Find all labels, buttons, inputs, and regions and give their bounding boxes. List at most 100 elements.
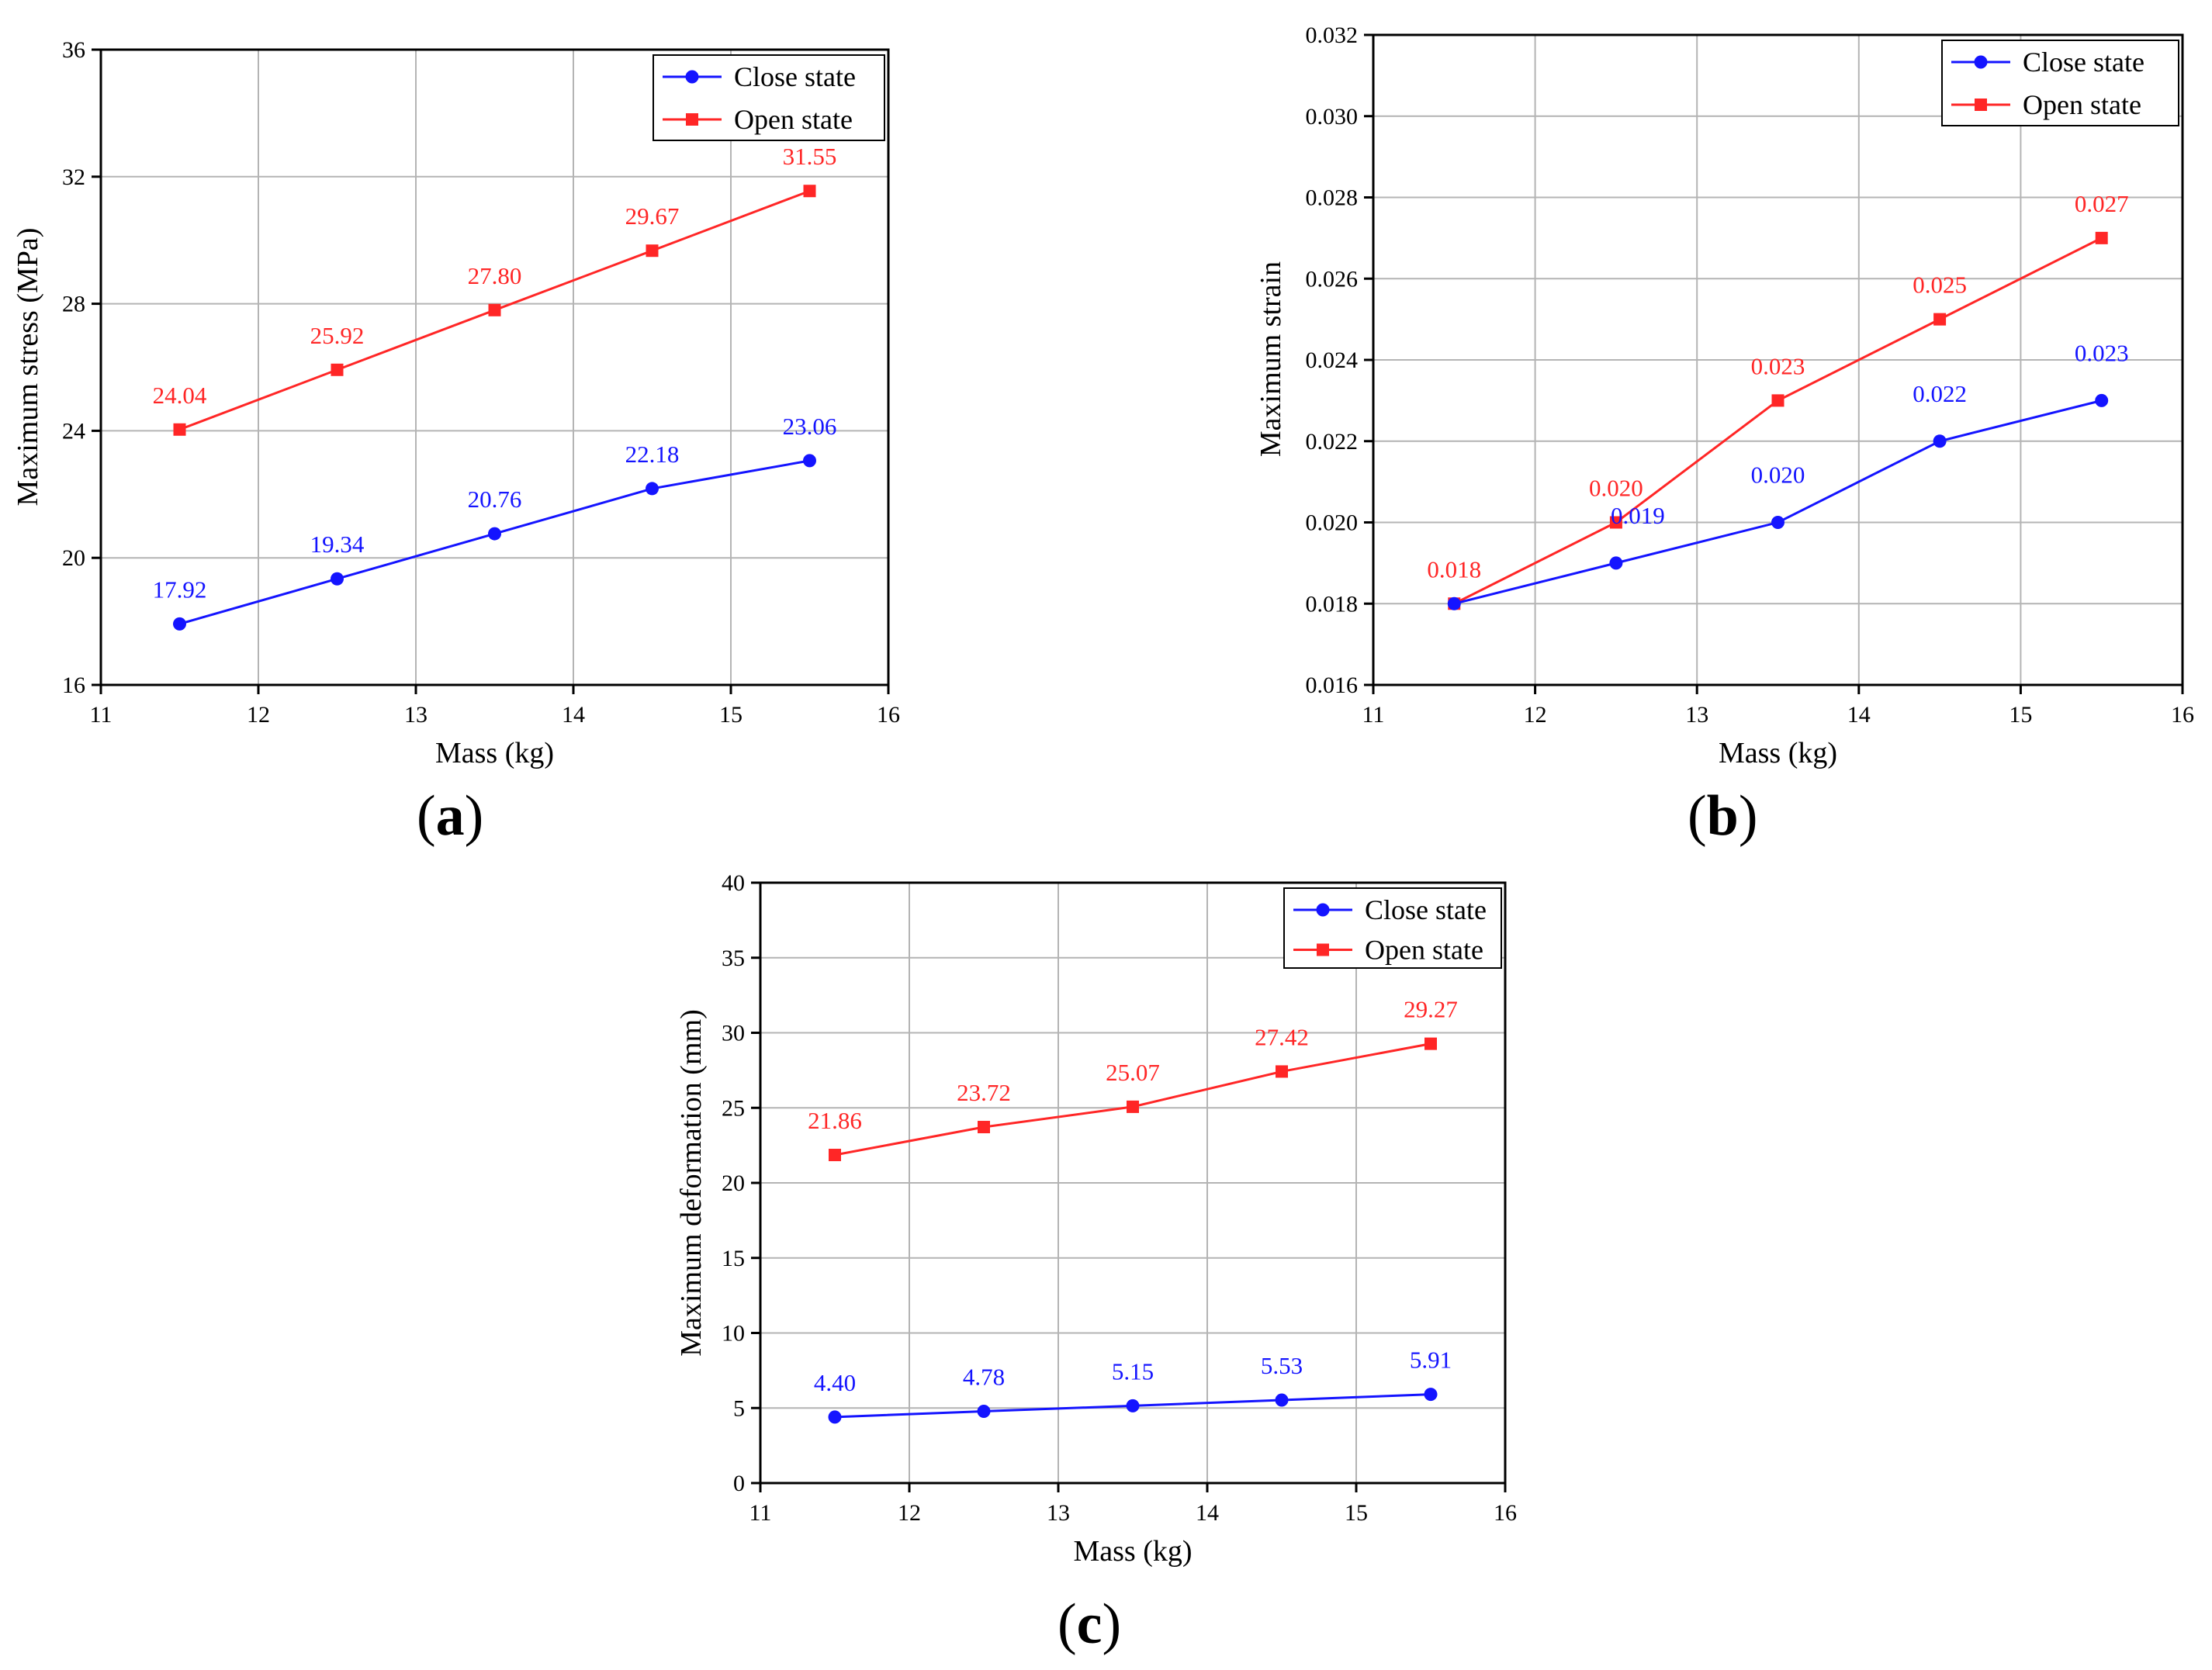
y-tick-label: 16 <box>62 672 85 698</box>
x-tick-label: 12 <box>898 1500 921 1526</box>
x-tick-label: 13 <box>1047 1500 1070 1526</box>
data-label-open: 0.018 <box>1427 555 1481 583</box>
data-point-close <box>977 1405 991 1419</box>
legend-label-close: Close state <box>1365 894 1487 925</box>
x-tick-label: 11 <box>1362 702 1385 728</box>
chart-panel-c: 11 12 13 14 15 16 0 5 10 15 20 25 30 35 40 Mass (kg) Max… <box>675 870 1517 1568</box>
y-tick-label: 35 <box>722 946 745 971</box>
x-tick-label: 11 <box>749 1500 772 1526</box>
legend-label-close: Close state <box>734 61 856 92</box>
x-tick-label: 13 <box>1685 702 1708 728</box>
data-point-open <box>331 363 344 376</box>
panel-label-b-letter: b <box>1706 784 1739 848</box>
series-close: 4.40 4.78 5.15 5.53 5.91 <box>814 1347 1452 1424</box>
data-label-close: 5.53 <box>1261 1352 1303 1379</box>
data-label-open: 25.92 <box>310 322 365 349</box>
legend-marker-close <box>1974 55 1988 69</box>
data-label-open: 29.67 <box>625 202 680 230</box>
y-tick-label: 20 <box>62 545 85 571</box>
data-point-open <box>646 244 659 258</box>
y-tick-label: 0.016 <box>1306 672 1359 698</box>
series-line-open <box>1453 237 2103 605</box>
data-label-open: 27.42 <box>1255 1023 1309 1050</box>
y-tick-label: 0.030 <box>1306 104 1359 130</box>
grid-lines <box>1373 35 2183 685</box>
x-tick-label: 16 <box>1494 1500 1517 1526</box>
data-label-close: 19.34 <box>310 531 365 558</box>
y-tick-label: 0.026 <box>1306 266 1359 292</box>
data-point-close <box>1424 1388 1438 1402</box>
y-tick-label: 25 <box>722 1095 745 1121</box>
panel-label-c: (c) <box>1058 1592 1122 1656</box>
data-label-close: 4.40 <box>814 1369 856 1396</box>
data-point-close <box>1275 1393 1289 1407</box>
series-open: 21.86 23.72 25.07 27.42 29.27 <box>808 996 1458 1162</box>
data-label-open: 31.55 <box>783 143 837 170</box>
data-label-close: 17.92 <box>153 576 207 603</box>
data-point-open <box>488 303 501 316</box>
panel-label-b: (b) <box>1688 784 1758 848</box>
x-tick-label: 16 <box>2171 702 2194 728</box>
data-label-open: 27.80 <box>468 262 522 289</box>
y-axis-label: Maximum strain <box>1255 261 1287 457</box>
y-tick-label: 40 <box>722 870 745 896</box>
data-point-close <box>1126 1399 1140 1412</box>
legend-label-close: Close state <box>2023 47 2144 78</box>
data-label-close: 22.18 <box>625 441 680 468</box>
legend-box <box>1941 40 2179 126</box>
data-label-open: 23.72 <box>957 1079 1011 1106</box>
data-label-close: 5.15 <box>1112 1357 1154 1385</box>
data-label-open: 24.04 <box>153 382 207 409</box>
x-tick-label: 15 <box>1345 1500 1368 1526</box>
data-label-open: 0.023 <box>1751 352 1805 379</box>
data-point-open <box>1276 1065 1288 1078</box>
data-point-close <box>828 1410 842 1424</box>
legend: Close state Open state <box>1283 887 1502 969</box>
y-axis-label: Maximum stress (MPa) <box>12 228 44 507</box>
data-label-close: 0.019 <box>1611 502 1665 529</box>
legend-marker-open <box>1317 943 1329 956</box>
y-tick-label: 15 <box>722 1246 745 1271</box>
chart-panel-b: 11 12 13 14 15 16 0.016 0.018 0.020 0.022 0.024 0.0… <box>1255 22 2194 769</box>
data-label-open: 0.025 <box>1913 271 1967 299</box>
panel-label-a: (a) <box>417 784 484 848</box>
data-label-close: 20.76 <box>468 486 522 513</box>
y-tick-label: 30 <box>722 1021 745 1046</box>
data-point-open <box>2095 231 2108 244</box>
data-label-open: 0.020 <box>1589 475 1643 502</box>
data-point-close <box>2095 393 2109 407</box>
legend: Close state Open state <box>653 54 885 141</box>
data-point-open <box>1771 394 1784 407</box>
grid-lines <box>760 883 1505 1483</box>
data-point-open <box>1127 1100 1139 1113</box>
y-tick-label: 32 <box>62 164 85 190</box>
data-point-close <box>1933 434 1947 448</box>
legend-label-open: Open state <box>734 104 853 135</box>
data-point-close <box>173 617 186 631</box>
data-point-close <box>1771 516 1784 529</box>
y-tick-label: 10 <box>722 1321 745 1347</box>
x-tick-label: 16 <box>877 702 900 728</box>
x-tick-label: 15 <box>719 702 743 728</box>
data-point-open <box>803 185 816 198</box>
y-tick-label: 0.018 <box>1306 591 1359 617</box>
x-tick-label: 14 <box>1847 702 1871 728</box>
x-tick-label: 15 <box>2009 702 2032 728</box>
x-axis-label: Mass (kg) <box>1073 1535 1192 1568</box>
panel-label-a-letter: a <box>435 784 465 848</box>
plot-frame <box>99 48 890 686</box>
data-point-open <box>829 1149 841 1162</box>
x-axis-label: Mass (kg) <box>1719 737 1837 769</box>
y-tick-label: 0.024 <box>1306 347 1359 373</box>
x-axis-label: Mass (kg) <box>435 737 554 769</box>
legend-box <box>653 54 885 141</box>
series-open: 24.04 25.92 27.80 29.67 31.55 <box>153 143 837 436</box>
chart-panel-a: 11 12 13 14 15 16 16 20 24 28 32 36 Mass (kg) Maximum… <box>12 37 900 769</box>
x-tick-label: 14 <box>1196 1500 1219 1526</box>
x-tick-label: 12 <box>1524 702 1547 728</box>
legend: Close state Open state <box>1941 40 2179 126</box>
y-tick-label: 5 <box>733 1395 745 1421</box>
data-point-close <box>1609 556 1623 570</box>
